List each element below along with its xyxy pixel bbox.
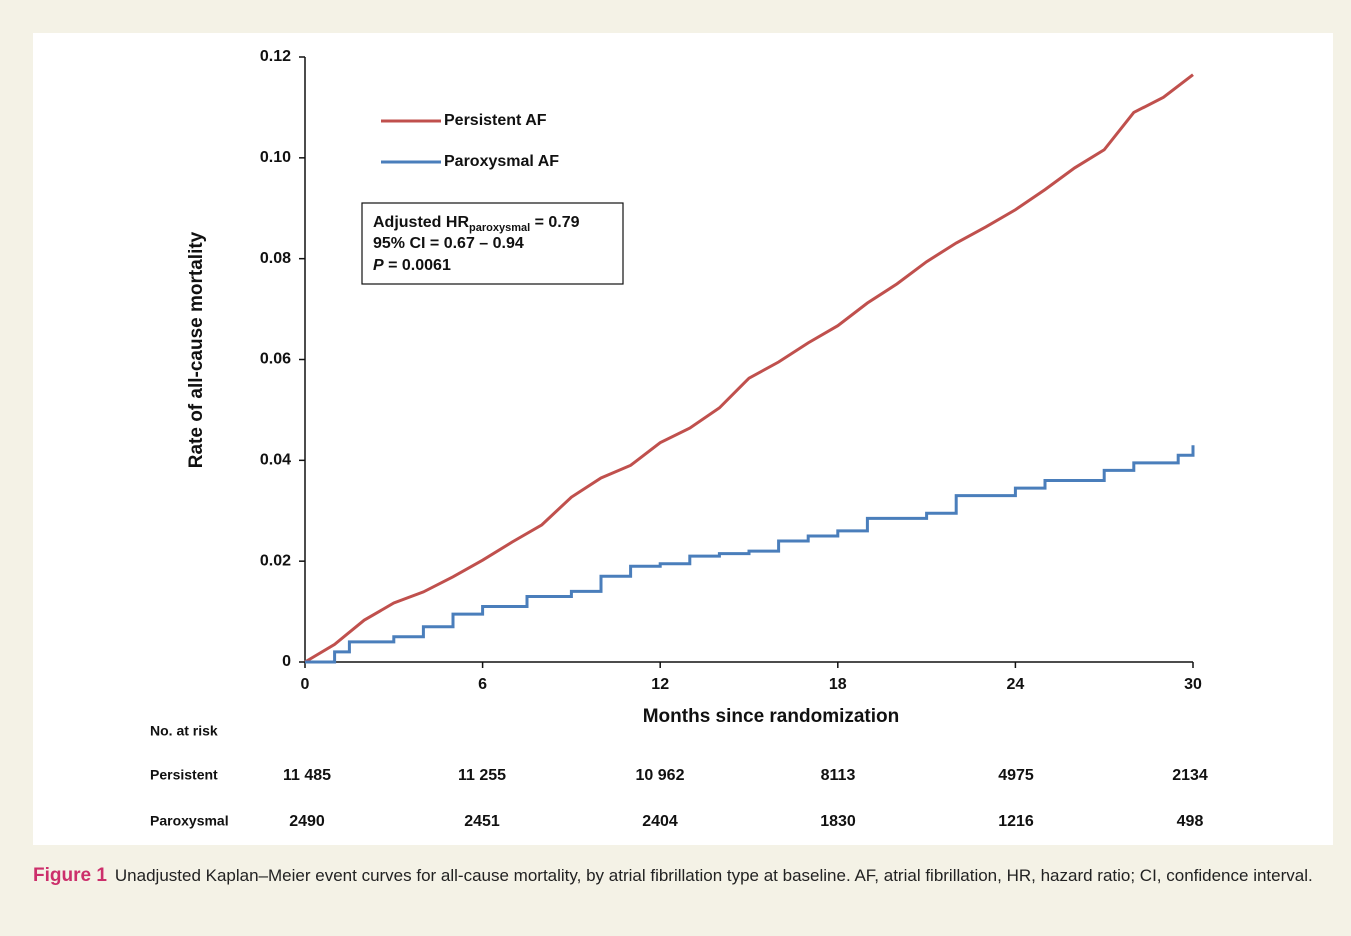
- hr-sub: paroxysmal: [469, 222, 530, 234]
- x-tick-label: 24: [1007, 676, 1025, 693]
- x-axis-title: Months since randomization: [643, 706, 900, 727]
- annotation-box: [361, 202, 624, 285]
- y-tick-label: 0.08: [260, 250, 291, 267]
- risk-value: 11 485: [283, 767, 331, 784]
- y-tick-label: 0: [282, 653, 291, 670]
- risk-value: 11 255: [458, 767, 506, 784]
- hr-label: Adjusted HR: [373, 214, 469, 231]
- figure-panel: Rate of all-cause mortality Months since…: [33, 33, 1333, 845]
- risk-row-label: Persistent: [150, 767, 218, 783]
- risk-value: 2134: [1172, 767, 1208, 784]
- risk-title: No. at risk: [150, 723, 218, 739]
- p-value: = 0.0061: [384, 257, 451, 274]
- risk-value: 10 962: [636, 767, 685, 784]
- risk-value: 2490: [289, 813, 325, 830]
- risk-value: 8113: [821, 767, 856, 784]
- annotation-p: P = 0.0061: [373, 257, 451, 274]
- series-line: [304, 73, 1194, 664]
- risk-value: 498: [1177, 813, 1204, 830]
- y-axis-title: Rate of all-cause mortality: [186, 231, 207, 468]
- risk-value: 1216: [998, 813, 1034, 830]
- y-tick-label: 0.12: [260, 48, 291, 65]
- y-tick-label: 0.10: [260, 149, 291, 166]
- annotation-hr: Adjusted HRparoxysmal = 0.79: [373, 214, 580, 234]
- caption-text: Unadjusted Kaplan–Meier event curves for…: [114, 866, 1313, 885]
- x-tick-label: 12: [651, 676, 669, 693]
- hr-value: = 0.79: [530, 214, 579, 231]
- legend-label: Persistent AF: [444, 112, 547, 129]
- risk-value: 2404: [642, 813, 678, 830]
- p-label: P: [373, 257, 384, 274]
- x-tick-label: 6: [478, 676, 487, 693]
- annotation-ci: 95% CI = 0.67 – 0.94: [373, 235, 524, 252]
- figure-label: Figure 1: [33, 865, 107, 886]
- y-tick-label: 0.02: [260, 552, 291, 569]
- x-tick-label: 30: [1184, 676, 1202, 693]
- x-tick-label: 0: [301, 676, 310, 693]
- x-tick-label: 18: [829, 676, 847, 693]
- series-line: [305, 445, 1195, 664]
- risk-value: 1830: [820, 813, 856, 830]
- caption: Figure 1 Unadjusted Kaplan–Meier event cu…: [33, 862, 1333, 890]
- risk-row-label: Paroxysmal: [150, 813, 229, 829]
- y-tick-label: 0.04: [260, 452, 291, 469]
- legend-label: Paroxysmal AF: [444, 153, 559, 170]
- y-tick-label: 0.06: [260, 351, 291, 368]
- chart: Rate of all-cause mortality Months since…: [150, 48, 1208, 830]
- risk-value: 2451: [464, 813, 500, 830]
- risk-value: 4975: [998, 767, 1034, 784]
